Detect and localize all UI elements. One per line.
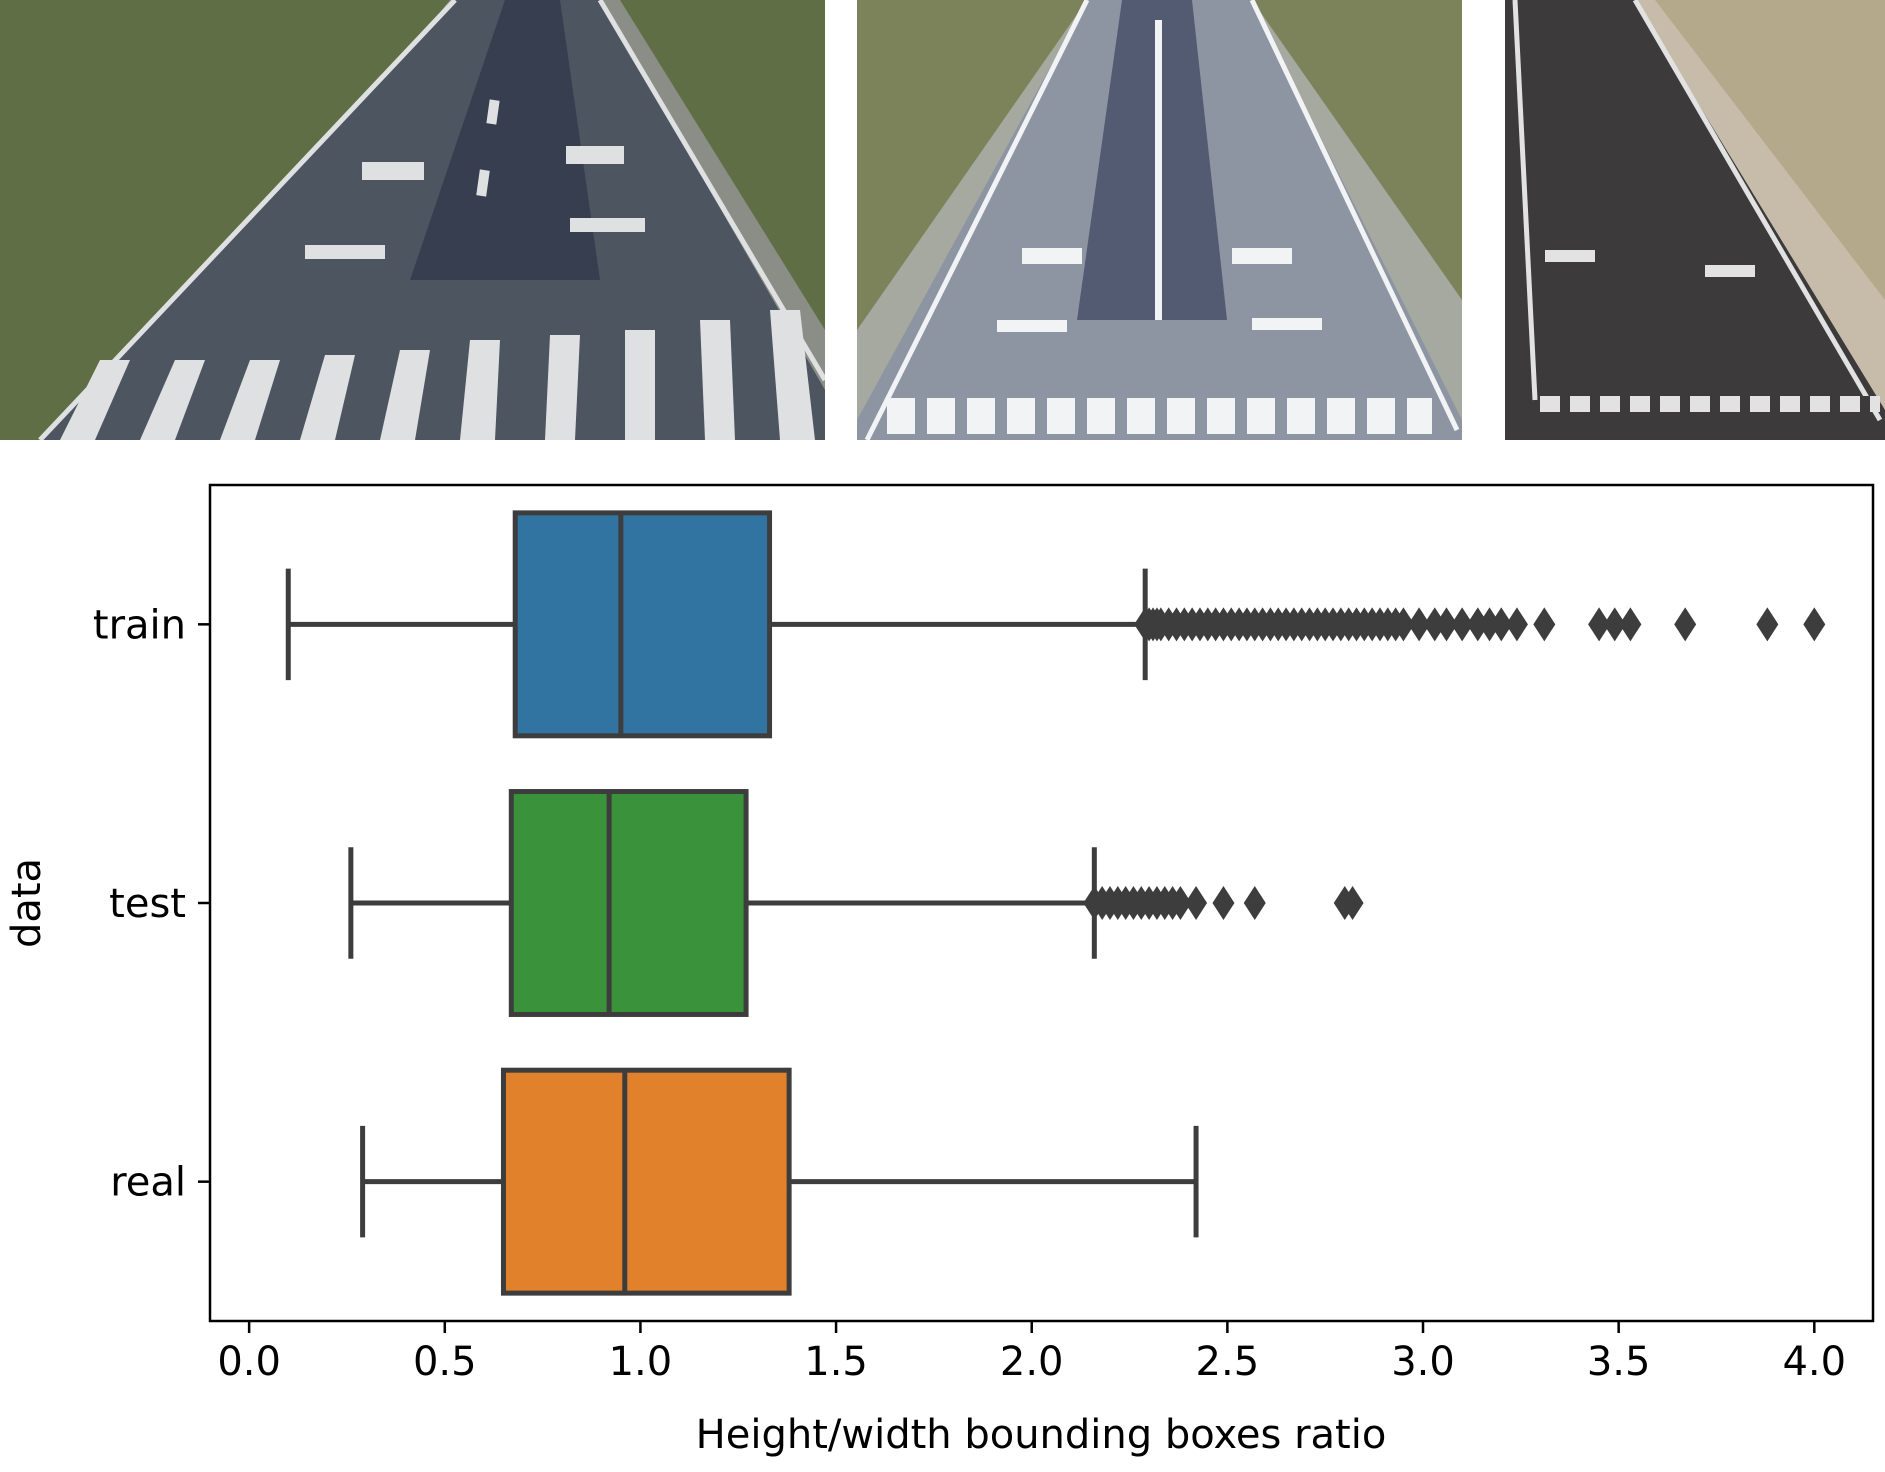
outlier-marker xyxy=(1408,607,1431,642)
runway-image-3 xyxy=(1505,0,1885,440)
y-tick-label: test xyxy=(109,881,186,927)
runway-photo-2 xyxy=(857,0,1462,440)
box-train xyxy=(512,510,773,739)
outlier-marker xyxy=(1169,886,1192,920)
outlier-marker xyxy=(1466,607,1489,642)
x-tick-label: 0.0 xyxy=(217,1339,281,1385)
outlier-marker xyxy=(1478,607,1501,642)
y-tick-label: train xyxy=(93,602,186,648)
outlier-marker xyxy=(1505,607,1528,642)
outlier-marker xyxy=(1185,886,1208,920)
outlier-marker xyxy=(1603,607,1626,642)
x-tick-label: 1.0 xyxy=(609,1339,673,1385)
outlier-marker xyxy=(1756,607,1779,642)
x-tick-label: 4.0 xyxy=(1782,1339,1846,1385)
box-group-test xyxy=(348,789,1364,1017)
outlier-marker xyxy=(1674,607,1697,642)
outlier-marker xyxy=(1212,886,1235,920)
outlier-marker xyxy=(1423,607,1446,642)
x-tick-label: 3.0 xyxy=(1391,1339,1455,1385)
outlier-marker xyxy=(1392,607,1415,642)
outlier-marker xyxy=(1803,607,1826,642)
x-axis-label: Height/width bounding boxes ratio xyxy=(696,1412,1387,1458)
box-real xyxy=(500,1067,792,1296)
runway-image-2 xyxy=(857,0,1462,440)
outlier-marker xyxy=(1619,607,1642,642)
box-group-train xyxy=(285,510,1826,739)
x-tick-label: 0.5 xyxy=(413,1339,477,1385)
x-tick-label: 2.0 xyxy=(1000,1339,1064,1385)
outlier-marker xyxy=(1533,607,1556,642)
outlier-marker xyxy=(1341,886,1364,920)
runway-image-1 xyxy=(0,0,825,440)
x-tick-label: 1.5 xyxy=(804,1339,868,1385)
outlier-marker xyxy=(1451,607,1474,642)
box-test xyxy=(508,789,749,1017)
outlier-marker xyxy=(1435,607,1458,642)
x-tick-label: 2.5 xyxy=(1196,1339,1260,1385)
x-tick-label: 3.5 xyxy=(1587,1339,1651,1385)
boxplot-chart: 0.0 0.5 1.0 1.5 2.0 2.5 3.0 3.5 4.0 train test rea… xyxy=(4,483,1875,1458)
y-axis-label: data xyxy=(4,858,50,948)
y-tick-label: real xyxy=(110,1160,186,1206)
runway-photo-1 xyxy=(0,0,825,440)
outlier-marker xyxy=(1490,607,1513,642)
box-group-real xyxy=(360,1067,1199,1296)
outlier-marker xyxy=(1588,607,1611,642)
outlier-marker xyxy=(1243,886,1266,920)
runway-photo-3 xyxy=(1505,0,1885,440)
